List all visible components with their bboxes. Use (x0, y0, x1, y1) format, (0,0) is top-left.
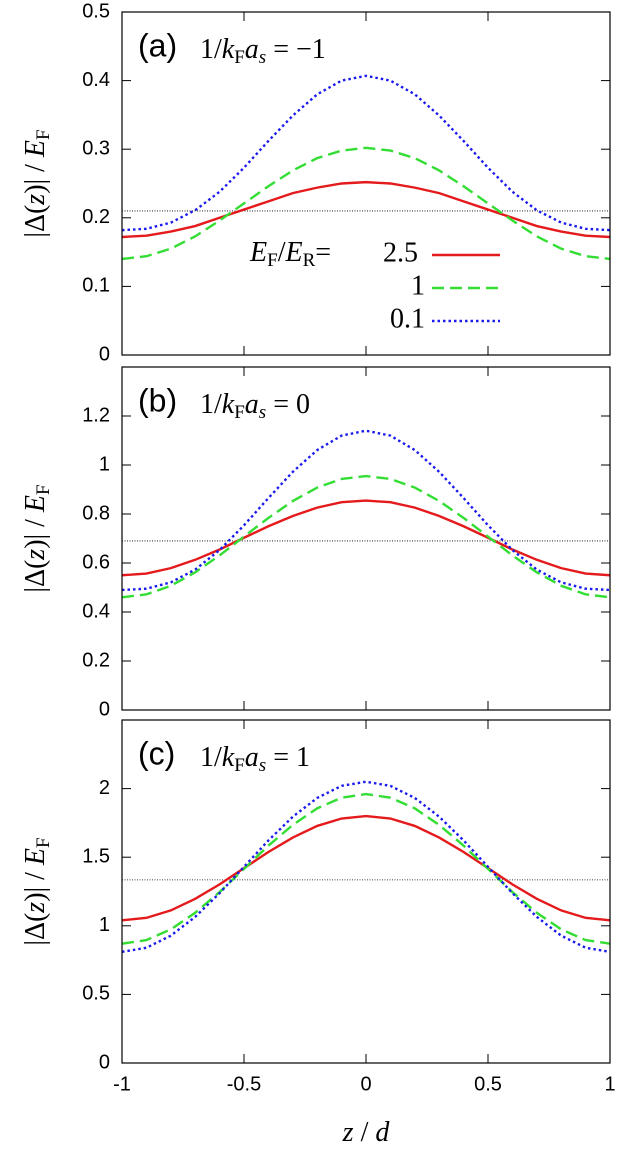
series-line (121, 780, 611, 954)
y-axis-label-part: )| / (20, 512, 51, 549)
legend-title-part: / (278, 237, 286, 268)
y-tick-label: 1.2 (82, 404, 110, 426)
y-axis-label-part: F (33, 129, 54, 140)
series-line (121, 499, 611, 577)
annotation-part: a (245, 389, 259, 420)
plot-frame (121, 366, 611, 711)
x-tick-label: 0 (360, 1073, 371, 1095)
legend-label: 2.5 (383, 237, 418, 268)
annotation-part: = 0 (266, 389, 310, 420)
y-tick-label: 0.5 (82, 0, 110, 22)
y-tick-label: 0.2 (82, 649, 110, 671)
y-axis-label-part: z (20, 902, 51, 914)
y-tick-label: 0.2 (82, 206, 110, 228)
annotation-part: 1/ (200, 34, 222, 65)
annotation: 1/kFas = −1 (200, 34, 326, 68)
y-tick-label: 1 (99, 453, 110, 475)
series-line (121, 180, 611, 239)
x-tick-label: 0.5 (474, 1073, 502, 1095)
panel-label: (b) (138, 382, 177, 418)
series-line (121, 429, 611, 592)
y-axis-label-part: )| / (20, 157, 51, 194)
annotation-part: F (234, 755, 245, 776)
legend-title-part: F (267, 250, 278, 271)
annotation: 1/kFas = 1 (200, 742, 310, 776)
x-axis-label: z / d (342, 1117, 391, 1148)
annotation-part: a (245, 34, 259, 65)
y-axis-label-part: |Δ( (20, 205, 51, 238)
y-tick-label: 0.4 (82, 69, 110, 91)
annotation-part: k (222, 34, 235, 65)
annotation-part: k (222, 742, 235, 773)
y-axis-label-part: |Δ( (20, 913, 51, 946)
series-line (121, 814, 611, 922)
y-axis-label: |Δ(z)| / EF (20, 484, 54, 592)
plot-frame (121, 11, 611, 356)
annotation-part: s (259, 755, 266, 776)
y-tick-label: 1.5 (82, 845, 110, 867)
panel-label: (a) (138, 27, 177, 63)
y-axis-label-part: F (33, 837, 54, 848)
y-tick-label: 0.5 (82, 983, 110, 1005)
y-tick-label: 0 (99, 1051, 110, 1073)
annotation: 1/kFas = 0 (200, 389, 310, 423)
annotation-part: s (259, 402, 266, 423)
legend-title-part: R (303, 250, 316, 271)
legend-label: 0.1 (390, 303, 425, 334)
y-axis-label-part: z (20, 549, 51, 561)
y-axis-label-part: )| / (20, 865, 51, 902)
x-tick-label: -1 (113, 1073, 131, 1095)
y-tick-label: 0 (99, 698, 110, 720)
x-tick-label: 1 (604, 1073, 615, 1095)
annotation-part: s (259, 47, 266, 68)
series-line (121, 74, 611, 232)
y-tick-label: 0.1 (82, 275, 110, 297)
y-axis-label-part: z (20, 194, 51, 206)
x-axis-label-part: z (342, 1117, 354, 1148)
y-axis-label-part: |Δ( (20, 560, 51, 593)
y-tick-label: 0.6 (82, 551, 110, 573)
y-tick-label: 0.8 (82, 502, 110, 524)
x-axis-label-part: / (354, 1117, 376, 1148)
y-axis-label-part: E (20, 495, 51, 513)
y-axis-label-part: F (33, 484, 54, 495)
y-tick-label: 0.4 (82, 600, 110, 622)
y-axis-label: |Δ(z)| / EF (20, 129, 54, 237)
x-tick-label: -0.5 (227, 1073, 261, 1095)
panel-label: (c) (138, 735, 175, 771)
series-line (121, 792, 611, 945)
plot-frame (121, 719, 611, 1064)
y-axis-label-part: E (20, 848, 51, 866)
y-axis-label-part: E (20, 140, 51, 158)
legend-title-part: = (315, 237, 331, 268)
legend-title: EF/ER= (249, 237, 331, 271)
annotation-part: 1/ (200, 389, 222, 420)
y-tick-label: 0.3 (82, 137, 110, 159)
annotation-part: = −1 (266, 34, 326, 65)
series-line (121, 474, 611, 599)
series-line (121, 146, 611, 261)
legend-label: 1 (411, 270, 425, 301)
legend-title-part: E (249, 237, 267, 268)
y-tick-label: 0 (99, 343, 110, 365)
annotation-part: 1/ (200, 742, 222, 773)
annotation-part: k (222, 389, 235, 420)
y-tick-label: 1 (99, 914, 110, 936)
legend-title-part: E (284, 237, 302, 268)
annotation-part: a (245, 742, 259, 773)
x-axis-label-part: d (375, 1117, 390, 1148)
y-axis-label: |Δ(z)| / EF (20, 837, 54, 945)
annotation-part: F (234, 402, 245, 423)
annotation-part: F (234, 47, 245, 68)
y-tick-label: 2 (99, 777, 110, 799)
annotation-part: = 1 (266, 742, 310, 773)
